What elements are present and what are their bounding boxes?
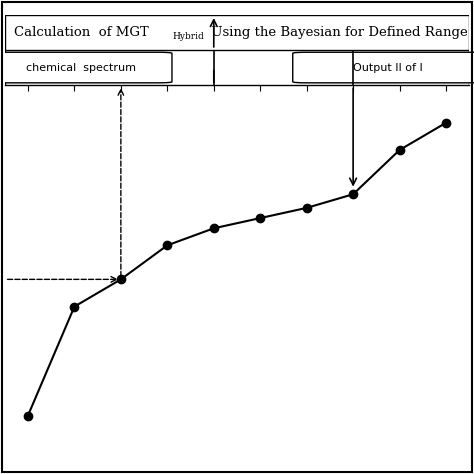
- FancyBboxPatch shape: [5, 15, 469, 50]
- Text: Using the Bayesian for Defined Range: Using the Bayesian for Defined Range: [207, 26, 467, 39]
- Text: Hybrid: Hybrid: [172, 32, 204, 41]
- Text: chemical  spectrum: chemical spectrum: [27, 63, 137, 73]
- Text: Output II of I: Output II of I: [353, 63, 423, 73]
- FancyBboxPatch shape: [293, 52, 474, 83]
- Text: Calculation  of MGT: Calculation of MGT: [14, 26, 149, 39]
- FancyBboxPatch shape: [0, 52, 172, 83]
- FancyBboxPatch shape: [5, 50, 469, 85]
